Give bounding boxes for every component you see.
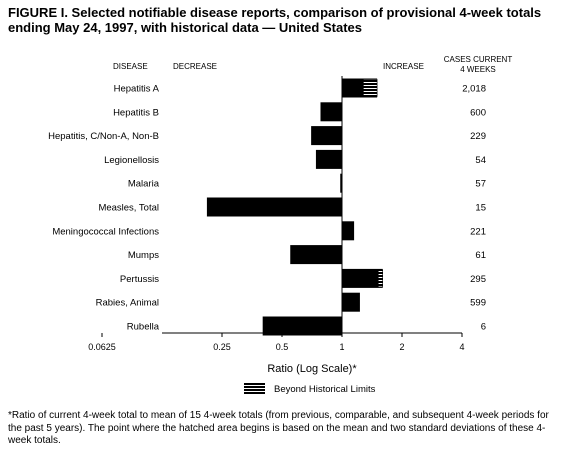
chart-row: Hepatitis A 2,018 (114, 78, 486, 98)
beyond-limits-hatch (377, 269, 383, 288)
cases-value: 295 (470, 274, 486, 285)
header-disease: DISEASE (113, 62, 148, 71)
ratio-bar (342, 221, 355, 241)
chart-row: Malaria 57 (128, 173, 486, 193)
ratio-bar (262, 316, 342, 336)
cases-value: 599 (470, 298, 486, 309)
ratio-bar (342, 268, 383, 288)
cases-value: 57 (475, 179, 486, 190)
chart-row: Hepatitis, C/Non-A, Non-B 229 (48, 126, 486, 146)
x-axis-label: Ratio (Log Scale)* (267, 363, 357, 375)
cases-value: 61 (475, 250, 486, 261)
cases-value: 600 (470, 107, 486, 118)
category-label: Pertussis (120, 274, 159, 285)
chart-row: Rabies, Animal 599 (96, 292, 486, 312)
cases-value: 221 (470, 226, 486, 237)
category-label: Hepatitis, C/Non-A, Non-B (48, 131, 159, 142)
chart-row: Rubella 6 (127, 316, 486, 336)
header-decrease: DECREASE (173, 62, 217, 71)
x-tick-label: 0.0625 (88, 342, 116, 352)
ratio-bar (342, 292, 360, 312)
x-axis-ticks: 0.0625 0.25 0.5 1 2 4 (88, 333, 465, 352)
legend-hatch-swatch (244, 383, 265, 395)
ratio-bar (315, 149, 342, 169)
chart-row: Measles, Total 15 (98, 197, 486, 217)
category-label: Mumps (128, 250, 159, 261)
chart-row: Meningococcal Infections 221 (52, 221, 486, 241)
category-label: Legionellosis (104, 155, 159, 166)
header-cases-line1: CASES CURRENT (444, 55, 513, 64)
legend: Beyond Historical Limits (244, 383, 376, 395)
ratio-bar (340, 173, 342, 193)
x-tick-label: 0.25 (213, 342, 231, 352)
category-label: Rubella (127, 322, 160, 333)
ratio-bar-chart: DISEASE DECREASE INCREASE CASES CURRENT … (48, 55, 513, 395)
category-label: Hepatitis B (113, 107, 159, 118)
x-tick-label: 1 (339, 342, 344, 352)
beyond-limits-hatch (363, 79, 378, 97)
chart-row: Mumps 61 (128, 245, 486, 265)
category-label: Measles, Total (98, 203, 159, 214)
figure-title: FIGURE I. Selected notifiable disease re… (8, 5, 542, 35)
chart-row: Pertussis 295 (120, 268, 486, 288)
ratio-bar (311, 126, 342, 146)
cases-value: 6 (481, 322, 486, 333)
x-tick-label: 4 (459, 342, 464, 352)
ratio-bar (320, 102, 342, 122)
chart-rows: Hepatitis A 2,018 Hepatitis B 600 Hepatitis,… (48, 76, 486, 336)
ratio-bar (290, 245, 342, 265)
chart-row: Hepatitis B 600 (113, 102, 486, 122)
header-cases-line2: 4 WEEKS (460, 65, 496, 74)
category-label: Meningococcal Infections (52, 226, 159, 237)
cases-value: 2,018 (462, 84, 486, 95)
legend-label: Beyond Historical Limits (274, 384, 376, 395)
ratio-bar (206, 197, 342, 217)
cases-value: 229 (470, 131, 486, 142)
footnote: *Ratio of current 4-week total to mean o… (8, 410, 549, 446)
category-label: Hepatitis A (114, 84, 160, 95)
category-label: Malaria (128, 179, 160, 190)
x-tick-label: 0.5 (276, 342, 289, 352)
header-increase: INCREASE (383, 62, 424, 71)
cases-value: 15 (475, 203, 486, 214)
category-label: Rabies, Animal (96, 298, 159, 309)
x-tick-label: 2 (399, 342, 404, 352)
chart-row: Legionellosis 54 (104, 149, 486, 169)
cases-value: 54 (475, 155, 486, 166)
